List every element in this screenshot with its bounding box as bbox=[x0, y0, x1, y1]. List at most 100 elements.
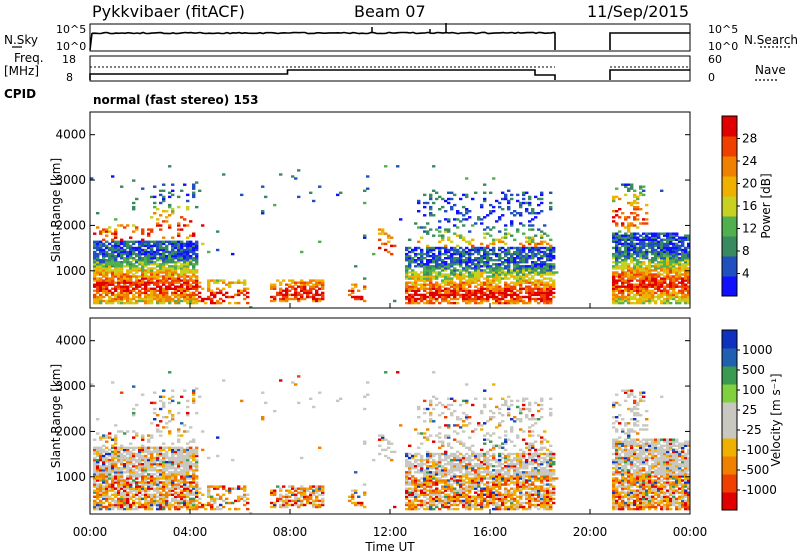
power-cell bbox=[450, 261, 454, 264]
power-cell bbox=[552, 267, 556, 270]
power-cell bbox=[405, 291, 409, 295]
power-cell bbox=[546, 281, 550, 284]
nsearch-tick-low: 10^0 bbox=[708, 40, 738, 53]
power-cell bbox=[453, 271, 457, 274]
power-cell bbox=[678, 265, 682, 268]
power-cell bbox=[639, 240, 643, 243]
power-cell bbox=[195, 289, 199, 292]
velocity-cell bbox=[177, 495, 181, 498]
power-cell bbox=[96, 269, 100, 272]
power-cell bbox=[627, 273, 631, 276]
power-cell bbox=[150, 299, 154, 303]
power-cell bbox=[183, 287, 187, 290]
power-cell bbox=[132, 283, 136, 286]
velocity-cell bbox=[423, 493, 427, 496]
power-cell bbox=[681, 283, 685, 286]
velocity-cell bbox=[180, 481, 184, 484]
power-cell bbox=[408, 289, 412, 292]
power-cell bbox=[516, 301, 520, 305]
power-cell bbox=[612, 195, 616, 199]
power-cell bbox=[162, 275, 166, 278]
power-cell bbox=[465, 269, 469, 272]
velocity-cell bbox=[231, 501, 235, 505]
power-cell bbox=[183, 283, 187, 286]
power-cell bbox=[648, 275, 652, 278]
velocity-cell bbox=[150, 436, 154, 439]
velocity-cell bbox=[138, 465, 142, 468]
power-cell bbox=[441, 265, 445, 268]
power-cell bbox=[627, 293, 631, 297]
power-cell bbox=[492, 295, 496, 299]
velocity-cell bbox=[96, 501, 100, 505]
velocity-cell bbox=[414, 483, 418, 486]
power-cell bbox=[321, 297, 325, 301]
power-cell bbox=[96, 287, 100, 290]
power-cell bbox=[99, 299, 103, 303]
power-cell bbox=[447, 238, 451, 241]
power-cell bbox=[102, 271, 106, 274]
power-cell bbox=[624, 285, 628, 288]
velocity-cell bbox=[405, 501, 409, 505]
power-cell bbox=[111, 283, 115, 286]
power-cell bbox=[633, 263, 637, 266]
velocity-cell bbox=[405, 452, 409, 456]
velocity-cell bbox=[129, 469, 133, 472]
velocity-cell bbox=[183, 456, 187, 460]
power-cell bbox=[621, 183, 625, 186]
power-cell bbox=[681, 289, 685, 292]
velocity-cell bbox=[273, 489, 277, 492]
velocity-cell bbox=[99, 503, 103, 507]
power-cell bbox=[474, 299, 478, 303]
power-cell bbox=[648, 269, 652, 272]
power-cell bbox=[189, 275, 193, 278]
power-cell bbox=[639, 287, 643, 290]
velocity-cell bbox=[423, 481, 427, 484]
velocity-cell bbox=[150, 473, 154, 476]
power-cell bbox=[144, 273, 148, 276]
velocity-cell bbox=[204, 507, 208, 511]
power-cell bbox=[498, 273, 502, 276]
power-cell bbox=[447, 250, 451, 254]
power-cell bbox=[156, 297, 160, 301]
power-cell bbox=[99, 242, 103, 246]
velocity-cell bbox=[171, 395, 175, 398]
power-cell bbox=[180, 291, 184, 295]
power-cell bbox=[141, 273, 145, 276]
power-cell bbox=[222, 293, 226, 297]
power-cell bbox=[111, 293, 115, 297]
power-cell bbox=[522, 224, 526, 227]
power-cell bbox=[621, 238, 625, 241]
velocity-cell bbox=[99, 493, 103, 496]
power-cell bbox=[462, 267, 466, 270]
power-cell bbox=[153, 261, 157, 264]
velocity-cell bbox=[102, 481, 106, 484]
power-cell bbox=[429, 297, 433, 301]
velocity-cell bbox=[156, 477, 160, 480]
power-cell bbox=[621, 236, 625, 239]
power-cell bbox=[456, 248, 460, 252]
power-cell bbox=[150, 279, 154, 282]
nsky-panel: N.Sky 10^5 10^0 10^5 10^0 N.Search bbox=[4, 23, 798, 53]
velocity-cell bbox=[123, 479, 127, 482]
power-cell bbox=[687, 238, 691, 241]
power-cell bbox=[537, 252, 541, 256]
power-cell bbox=[660, 293, 664, 297]
power-cell bbox=[420, 265, 424, 268]
velocity-cell bbox=[171, 448, 175, 452]
power-cell bbox=[129, 244, 133, 248]
power-cell bbox=[123, 248, 127, 252]
power-cell bbox=[432, 246, 436, 250]
velocity-cell bbox=[192, 485, 196, 488]
power-cell bbox=[165, 240, 169, 243]
velocity-cell bbox=[171, 454, 175, 458]
power-cell bbox=[177, 275, 181, 278]
power-cell bbox=[636, 259, 640, 262]
velocity-cell bbox=[180, 458, 184, 462]
velocity-cell bbox=[183, 467, 187, 470]
power-cell bbox=[354, 297, 358, 301]
power-cell bbox=[117, 275, 121, 278]
power-cell bbox=[477, 267, 481, 270]
power-cell bbox=[549, 271, 553, 274]
power-cell bbox=[630, 283, 634, 286]
power-cell bbox=[102, 230, 106, 233]
